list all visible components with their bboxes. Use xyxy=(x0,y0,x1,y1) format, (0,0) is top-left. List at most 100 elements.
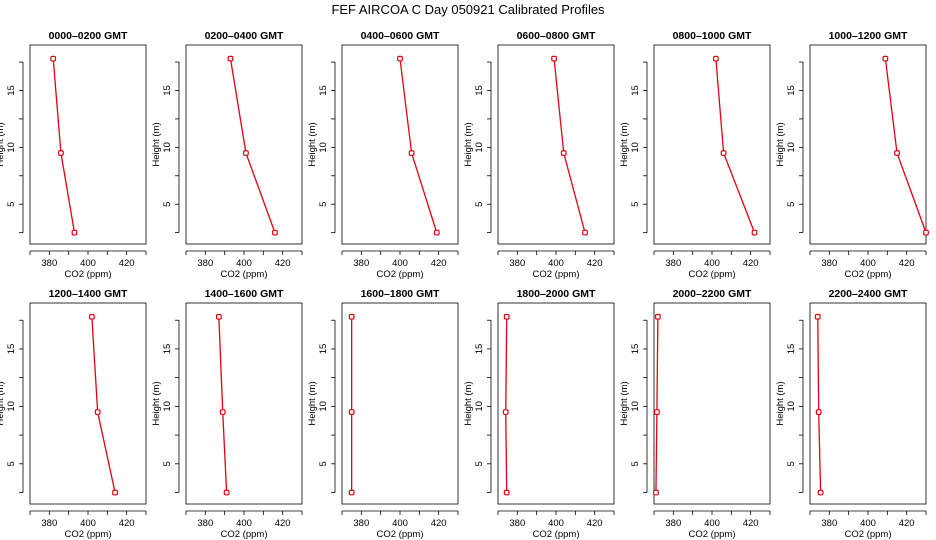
x-tick-label: 400 xyxy=(548,258,564,269)
panel: 1000–1200 GMT 380 400 420 CO2 (ppm) 5 10 15 Heig… xyxy=(775,30,929,280)
panel: 1800–2000 GMT 380 400 420 CO2 (ppm) 5 10 15 Heig… xyxy=(463,288,615,540)
x-tick-label: 380 xyxy=(353,258,369,269)
y-tick-label: 5 xyxy=(474,461,485,466)
profile-point xyxy=(814,313,821,320)
profile-line xyxy=(715,58,756,233)
x-tick-label: 400 xyxy=(80,258,96,269)
panel-title: 2200–2400 GMT xyxy=(829,288,908,300)
plot-frame xyxy=(809,44,927,245)
panel: 1200–1400 GMT 380 400 420 CO2 (ppm) 5 10 15 Heig… xyxy=(0,288,147,540)
panel-title: 1000–1200 GMT xyxy=(829,30,908,42)
profile-point xyxy=(503,489,510,496)
y-tick-label: 15 xyxy=(786,344,797,355)
x-tick-label: 420 xyxy=(899,518,915,529)
x-axis-label: CO2 (ppm) xyxy=(845,269,892,280)
x-tick-label: 420 xyxy=(899,258,915,269)
y-tick-label: 15 xyxy=(6,344,17,355)
x-tick-label: 420 xyxy=(275,258,291,269)
y-axis-label: Height (m) xyxy=(151,381,162,425)
x-axis-label: CO2 (ppm) xyxy=(845,529,892,540)
y-tick-label: 5 xyxy=(6,202,17,207)
panel: 0200–0400 GMT 380 400 420 CO2 (ppm) 5 10 15 Heig… xyxy=(151,30,303,280)
profile-point xyxy=(348,409,355,416)
profile-point xyxy=(227,55,234,62)
profile-point xyxy=(817,489,824,496)
y-axis-label: Height (m) xyxy=(307,122,318,166)
plot-frame xyxy=(809,302,927,505)
x-axis-label: CO2 (ppm) xyxy=(689,269,736,280)
x-tick-label: 420 xyxy=(119,518,135,529)
profile-point xyxy=(560,150,567,156)
panel-title: 0200–0400 GMT xyxy=(205,30,284,42)
y-tick-label: 5 xyxy=(162,461,173,466)
profile-point xyxy=(654,313,661,320)
x-axis-label: CO2 (ppm) xyxy=(221,529,268,540)
x-axis-label: CO2 (ppm) xyxy=(533,529,580,540)
profile-point xyxy=(712,55,719,62)
x-tick-label: 420 xyxy=(587,258,603,269)
x-tick-label: 420 xyxy=(275,518,291,529)
profile-line xyxy=(91,316,116,493)
plot-frame xyxy=(185,44,303,245)
panel: 0400–0600 GMT 380 400 420 CO2 (ppm) 5 10 15 Heig… xyxy=(307,30,459,280)
x-tick-label: 420 xyxy=(431,518,447,529)
profile-point xyxy=(58,150,64,156)
x-tick-label: 420 xyxy=(431,258,447,269)
panel: 0000–0200 GMT 380 400 420 CO2 (ppm) 5 10 15 Heig… xyxy=(0,30,147,280)
profile-point xyxy=(720,150,727,156)
y-tick-label: 10 xyxy=(786,401,797,412)
x-tick-label: 380 xyxy=(509,518,525,529)
profile-line xyxy=(553,58,586,233)
x-axis-label: CO2 (ppm) xyxy=(377,269,424,280)
panel: 1600–1800 GMT 380 400 420 CO2 (ppm) 5 10 15 Heig… xyxy=(307,288,459,540)
profile-point xyxy=(219,409,226,416)
plot-frame xyxy=(497,302,615,505)
x-tick-label: 420 xyxy=(743,518,759,529)
y-axis-label: Height (m) xyxy=(0,122,6,166)
panel-title: 2000–2200 GMT xyxy=(673,288,752,300)
y-tick-label: 15 xyxy=(474,85,485,96)
plot-frame xyxy=(341,302,459,505)
profile-point xyxy=(71,229,78,236)
panel-title: 1200–1400 GMT xyxy=(49,288,128,300)
y-tick-label: 15 xyxy=(318,344,329,355)
y-tick-label: 15 xyxy=(630,85,641,96)
y-tick-label: 15 xyxy=(786,85,797,96)
panel: 2200–2400 GMT 380 400 420 CO2 (ppm) 5 10 15 Heig… xyxy=(775,288,927,540)
y-tick-label: 5 xyxy=(786,202,797,207)
x-tick-label: 380 xyxy=(665,518,681,529)
profile-point xyxy=(653,489,659,496)
y-tick-label: 10 xyxy=(630,401,641,412)
profile-line xyxy=(817,316,822,493)
x-axis-label: CO2 (ppm) xyxy=(377,529,424,540)
y-tick-label: 5 xyxy=(630,202,641,207)
y-tick-label: 5 xyxy=(6,461,17,466)
y-tick-label: 5 xyxy=(630,461,641,466)
x-tick-label: 380 xyxy=(197,258,213,269)
y-tick-label: 5 xyxy=(474,202,485,207)
profile-point xyxy=(502,409,509,416)
y-axis-label: Height (m) xyxy=(151,122,162,166)
profile-line xyxy=(52,58,76,233)
y-tick-label: 5 xyxy=(318,461,329,466)
profile-point xyxy=(272,229,278,236)
profile-line xyxy=(229,58,276,233)
profile-point xyxy=(882,55,889,62)
panel-title: 0000–0200 GMT xyxy=(49,30,128,42)
y-tick-label: 10 xyxy=(318,142,329,153)
y-tick-label: 15 xyxy=(630,344,641,355)
plot-frame xyxy=(185,302,303,505)
profile-point xyxy=(88,313,95,320)
x-tick-label: 400 xyxy=(704,258,720,269)
panel: 0600–0800 GMT 380 400 420 CO2 (ppm) 5 10 15 Heig… xyxy=(463,30,615,280)
profile-point xyxy=(348,489,355,496)
profile-point xyxy=(653,409,660,416)
plot-frame xyxy=(341,44,459,245)
x-tick-label: 420 xyxy=(119,258,135,269)
x-tick-label: 380 xyxy=(353,518,369,529)
panel: 2000–2200 GMT 380 400 420 CO2 (ppm) 5 10 15 Heig… xyxy=(619,288,771,540)
y-tick-label: 5 xyxy=(162,202,173,207)
x-tick-label: 380 xyxy=(509,258,525,269)
x-axis-label: CO2 (ppm) xyxy=(221,269,268,280)
